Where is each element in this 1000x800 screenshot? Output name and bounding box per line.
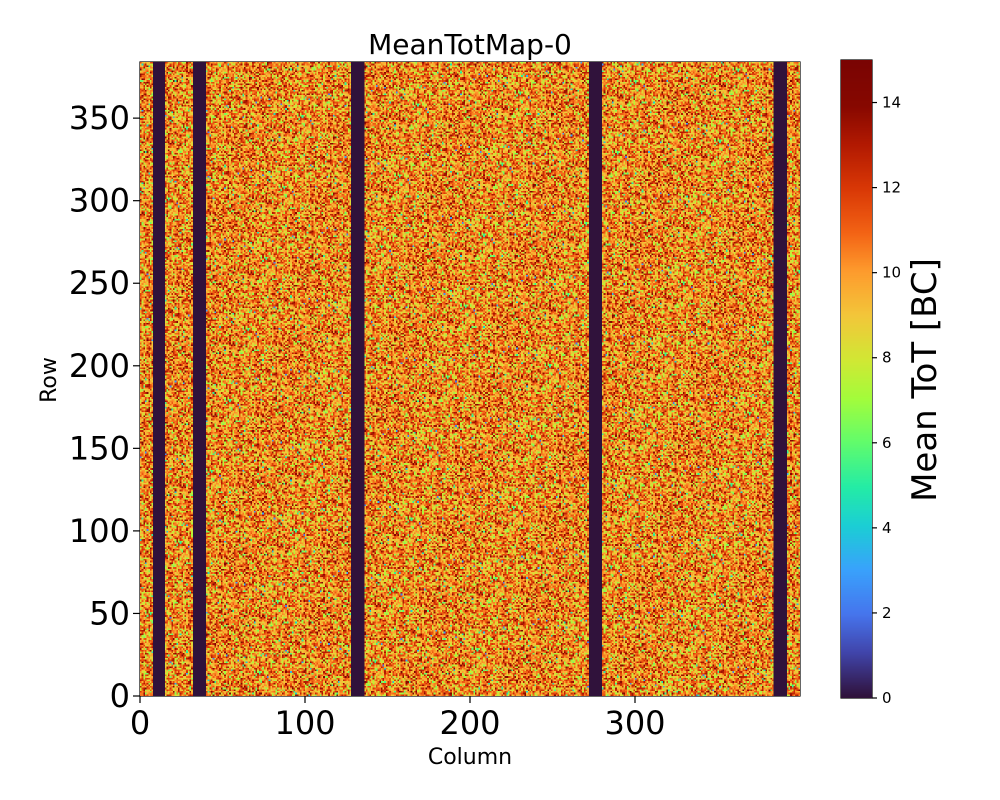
x-tick-label: 200 [439, 704, 500, 742]
y-tick-label: 250 [69, 264, 130, 302]
colorbar-tick-label: 0 [882, 689, 892, 707]
x-axis-ticks: 0 100 200 300 [130, 696, 666, 742]
colorbar-tick-label: 10 [882, 264, 901, 282]
y-axis-ticks: 0 50 100 150 200 250 300 350 [69, 99, 140, 715]
colorbar-tick-label: 14 [882, 94, 901, 112]
x-tick-label: 300 [604, 704, 665, 742]
y-tick-label: 0 [110, 677, 130, 715]
x-tick-label: 0 [130, 704, 150, 742]
colorbar-tick-label: 2 [882, 604, 892, 622]
y-tick-label: 350 [69, 99, 130, 137]
y-tick-label: 300 [69, 182, 130, 220]
colorbar-gradient [841, 60, 872, 698]
heatmap-image [140, 62, 800, 696]
colorbar-tick-label: 8 [882, 349, 892, 367]
colorbar-ticks: 0 2 4 6 8 10 12 14 [872, 94, 901, 707]
chart-title: MeanTotMap-0 [368, 28, 572, 61]
colorbar-tick-label: 12 [882, 179, 901, 197]
colorbar-label: Mean ToT [BC] [905, 258, 945, 502]
x-tick-label: 100 [274, 704, 335, 742]
y-tick-label: 100 [69, 512, 130, 550]
y-tick-label: 50 [89, 594, 130, 632]
y-tick-label: 200 [69, 347, 130, 385]
y-axis-label: Row [37, 357, 62, 403]
colorbar-tick-label: 4 [882, 519, 892, 537]
y-tick-label: 150 [69, 429, 130, 467]
colorbar-tick-label: 6 [882, 434, 892, 452]
x-axis-label: Column [428, 745, 512, 770]
